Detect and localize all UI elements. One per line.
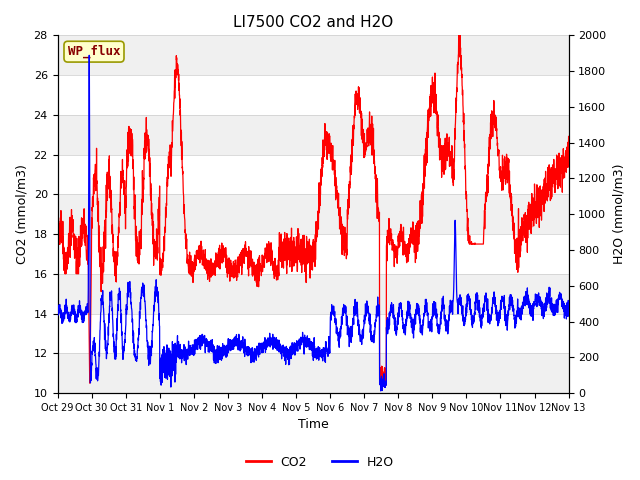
Y-axis label: H2O (mmol/m3): H2O (mmol/m3) [612, 164, 625, 264]
X-axis label: Time: Time [298, 419, 328, 432]
Legend: CO2, H2O: CO2, H2O [241, 451, 399, 474]
Bar [58, 353, 568, 393]
Bar [58, 36, 568, 75]
Bar [58, 313, 568, 353]
Bar [58, 274, 568, 313]
Bar [58, 234, 568, 274]
Bar [58, 75, 568, 115]
Bar [58, 155, 568, 194]
Y-axis label: CO2 (mmol/m3): CO2 (mmol/m3) [15, 164, 28, 264]
Bar [58, 194, 568, 234]
Text: WP_flux: WP_flux [68, 45, 120, 59]
Bar [58, 115, 568, 155]
Title: LI7500 CO2 and H2O: LI7500 CO2 and H2O [233, 15, 393, 30]
